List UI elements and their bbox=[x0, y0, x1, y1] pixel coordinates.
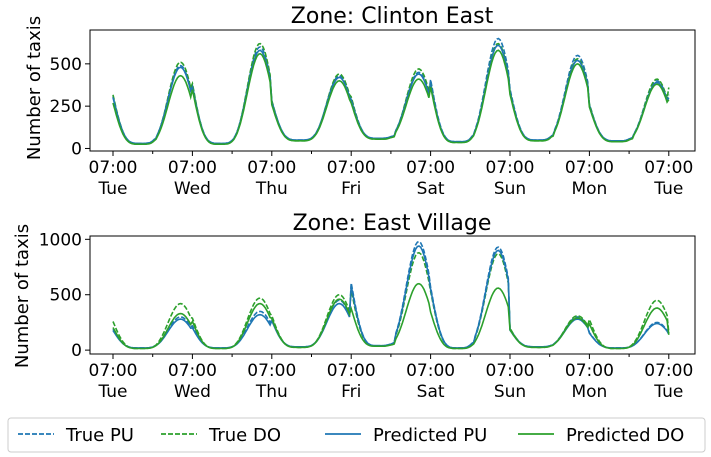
series-line-pred-do bbox=[112, 282, 670, 350]
chart-title: Zone: East Village bbox=[293, 211, 492, 236]
x-tick-day-label: Wed bbox=[174, 382, 211, 402]
x-tick-day-label: Tue bbox=[97, 382, 127, 402]
x-tick-day-label: Sat bbox=[417, 179, 445, 199]
x-tick-time-label: 07:00 bbox=[89, 158, 138, 178]
x-tick-time-label: 07:00 bbox=[247, 361, 296, 381]
x-tick-time-label: 07:00 bbox=[247, 158, 296, 178]
x-tick-time-label: 07:00 bbox=[327, 158, 376, 178]
y-tick-label: 0 bbox=[71, 341, 82, 361]
plot-frame bbox=[89, 235, 696, 355]
x-tick-time-label: 07:00 bbox=[644, 361, 693, 381]
series-line-pred-do bbox=[112, 49, 670, 145]
y-tick-label: 1000 bbox=[39, 230, 82, 250]
legend-label: Predicted PU bbox=[373, 425, 487, 446]
y-ticks: 0 250 500 bbox=[50, 55, 90, 159]
x-tick-day-label: Mon bbox=[571, 179, 607, 199]
x-tick-time-label: 07:00 bbox=[168, 361, 217, 381]
x-tick-day-label: Wed bbox=[174, 179, 211, 199]
y-tick-label: 500 bbox=[50, 286, 82, 306]
chart-clinton-east: Zone: Clinton East Number of taxis 0 250 5… bbox=[24, 4, 696, 199]
x-tick-day-label: Fri bbox=[341, 382, 361, 402]
y-tick-label: 250 bbox=[50, 97, 82, 117]
x-tick-day-label: Sun bbox=[494, 179, 526, 199]
y-axis-label: Number of taxis bbox=[12, 224, 33, 368]
legend-label: True DO bbox=[208, 425, 281, 446]
x-tick-day-label: Tue bbox=[97, 179, 127, 199]
x-tick-time-label: 07:00 bbox=[565, 158, 614, 178]
plot-frame bbox=[89, 29, 696, 152]
y-tick-label: 0 bbox=[71, 139, 82, 159]
y-ticks: 0 500 1000 bbox=[39, 230, 90, 361]
x-tick-time-label: 07:00 bbox=[406, 361, 455, 381]
series-lines bbox=[112, 37, 670, 145]
x-ticks: 07:00Tue07:00Wed07:00Thu07:00Fri07:00Sat… bbox=[89, 151, 693, 199]
legend: True PU True DO Predicted PU Predicted DO bbox=[7, 417, 706, 453]
x-tick-time-label: 07:00 bbox=[486, 158, 535, 178]
x-tick-day-label: Thu bbox=[255, 179, 288, 199]
x-tick-day-label: Sat bbox=[417, 382, 445, 402]
x-tick-day-label: Fri bbox=[341, 179, 361, 199]
chart-title: Zone: Clinton East bbox=[291, 4, 494, 29]
x-tick-day-label: Tue bbox=[653, 179, 683, 199]
x-tick-time-label: 07:00 bbox=[644, 158, 693, 178]
x-tick-day-label: Mon bbox=[571, 382, 607, 402]
x-tick-day-label: Sun bbox=[494, 382, 526, 402]
legend-label: Predicted DO bbox=[566, 425, 684, 446]
x-tick-day-label: Thu bbox=[255, 382, 288, 402]
series-lines bbox=[112, 240, 670, 350]
chart-east-village: Zone: East Village Number of taxis 0 500 1… bbox=[12, 211, 696, 402]
series-line-pred-pu bbox=[112, 44, 670, 145]
x-ticks: 07:00Tue07:00Wed07:00Thu07:00Fri07:00Sat… bbox=[89, 354, 693, 402]
y-tick-label: 500 bbox=[50, 55, 82, 75]
x-tick-time-label: 07:00 bbox=[168, 158, 217, 178]
x-tick-time-label: 07:00 bbox=[406, 158, 455, 178]
x-tick-time-label: 07:00 bbox=[565, 361, 614, 381]
x-tick-time-label: 07:00 bbox=[486, 361, 535, 381]
x-tick-time-label: 07:00 bbox=[89, 361, 138, 381]
legend-label: True PU bbox=[65, 425, 134, 446]
y-axis-label: Number of taxis bbox=[24, 16, 45, 160]
legend-frame bbox=[7, 417, 706, 453]
x-tick-time-label: 07:00 bbox=[327, 361, 376, 381]
series-line-pu bbox=[112, 37, 670, 145]
series-line-do bbox=[112, 42, 670, 145]
x-tick-day-label: Tue bbox=[653, 382, 683, 402]
